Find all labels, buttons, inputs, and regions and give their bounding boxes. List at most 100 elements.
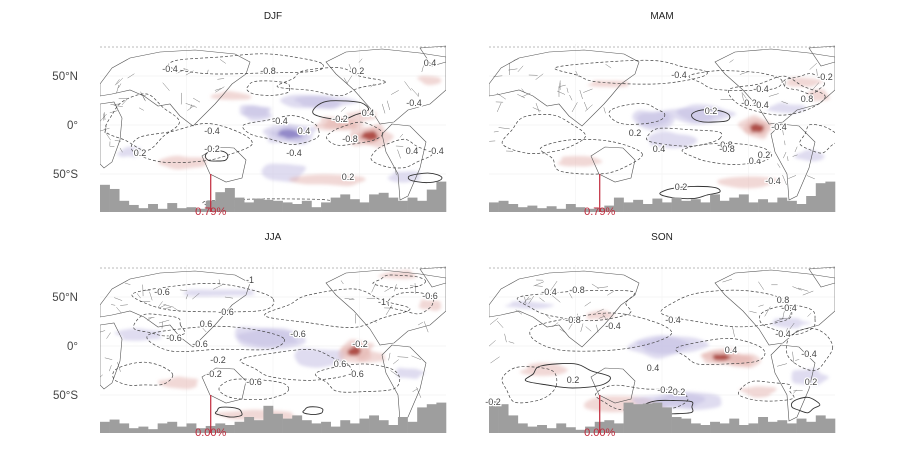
histogram-bar xyxy=(388,197,399,212)
histogram-bar xyxy=(359,418,370,433)
continent-austral xyxy=(201,367,247,404)
histogram-bar xyxy=(292,415,303,433)
histogram-bar xyxy=(157,423,168,433)
contour-label: -0.2 xyxy=(741,98,757,108)
histogram-bar xyxy=(100,184,110,212)
histogram-bar xyxy=(642,403,653,433)
histogram-bar xyxy=(224,188,235,212)
histogram-bars xyxy=(489,401,836,433)
histogram-bar xyxy=(100,421,110,433)
contour-label: 0.4 xyxy=(362,108,375,118)
histogram-bar xyxy=(671,417,682,433)
negative-contour xyxy=(326,121,384,146)
negative-anomaly-patch xyxy=(791,368,829,386)
positive-contour xyxy=(214,406,243,418)
continent-eurasia xyxy=(100,270,251,348)
negative-anomaly-patch xyxy=(237,328,299,347)
percentile-value: 0.79% xyxy=(584,206,615,218)
contour-label: -0.6 xyxy=(422,291,438,301)
positive-contour xyxy=(204,150,229,162)
panel-mam: MAM-0.4-0.4-0.20.8-0.2-0.40.20.4 -0.80.20… xyxy=(489,11,836,218)
contour-label: -0.4 xyxy=(801,349,817,359)
histogram-bar xyxy=(690,199,701,212)
contour-label: -0.8 xyxy=(565,315,581,325)
percentile-value: 0.79% xyxy=(195,206,226,218)
anomaly-shading xyxy=(557,77,830,189)
contour-label: 0.4 xyxy=(653,144,666,154)
histogram-bar xyxy=(109,419,120,433)
negative-contour xyxy=(315,363,401,393)
histogram-bar xyxy=(613,197,624,212)
positive-anomaly-patch xyxy=(360,130,378,141)
histogram-bar xyxy=(498,404,509,433)
positive-anomaly-patch xyxy=(717,176,783,189)
histogram-bar xyxy=(748,423,759,433)
negative-contour xyxy=(675,338,766,366)
contour-label: -0.8 xyxy=(260,66,276,76)
positive-anomaly-patch xyxy=(712,353,732,361)
histogram-bar xyxy=(407,421,418,433)
histogram-bar xyxy=(321,202,331,212)
histogram-bar xyxy=(215,192,226,212)
histogram-bar xyxy=(517,207,528,212)
negative-contour xyxy=(646,127,723,147)
percentile-value: 0.00% xyxy=(584,427,615,439)
histogram-bar xyxy=(263,405,274,433)
positive-anomaly-patch xyxy=(416,75,442,86)
negative-anomaly-patch xyxy=(242,106,269,117)
contour-label: -0.8 xyxy=(717,140,733,150)
negative-anomaly-patch xyxy=(117,146,141,158)
contour-label: -0.2 xyxy=(210,355,226,365)
y-axis-label: 0° xyxy=(67,120,78,132)
histogram-bar xyxy=(397,200,408,212)
contour-label: 0.4 xyxy=(647,363,660,373)
histogram-bar xyxy=(681,418,692,433)
negative-contour xyxy=(239,349,353,381)
negative-anomaly-patch xyxy=(794,149,825,162)
contour-label: 0.2 xyxy=(342,172,355,182)
contour-label: -0.4 xyxy=(605,321,621,331)
histogram-bar xyxy=(777,420,788,433)
contour-label: -0.8 xyxy=(342,134,358,144)
contour-label: -0.2 xyxy=(204,144,220,154)
negative-anomaly-patch xyxy=(277,129,302,139)
contour-label: 0.4 xyxy=(298,126,311,136)
histogram-bar xyxy=(321,421,331,433)
histogram-bar xyxy=(758,199,769,212)
histogram-bar xyxy=(604,205,615,212)
negative-contour xyxy=(246,80,290,96)
negative-contour xyxy=(168,53,324,75)
panel-son: SON-0.4 -0.8-0.4-0.80.8-0.40.4-0.4-0.40.4… xyxy=(484,232,836,439)
positive-anomaly-patch xyxy=(786,77,823,87)
histogram-bar xyxy=(527,426,538,433)
histogram-bar xyxy=(138,208,149,212)
histogram-bar xyxy=(517,423,528,433)
histogram-bar xyxy=(301,200,312,212)
contour-label: -0.6 xyxy=(348,369,364,379)
histogram-bar xyxy=(273,200,283,212)
histogram-bar xyxy=(234,197,245,212)
negative-contour xyxy=(529,312,673,352)
negative-contour xyxy=(372,274,426,289)
negative-contour xyxy=(681,143,773,165)
y-axis-label: 50°S xyxy=(53,390,78,402)
map-area xyxy=(100,265,446,433)
positive-anomaly-patch xyxy=(356,350,386,363)
negative-contour xyxy=(264,288,411,328)
positive-anomaly-patch xyxy=(158,155,207,170)
positive-anomaly-patch xyxy=(586,310,615,320)
negative-contour xyxy=(133,313,186,337)
negative-contour xyxy=(218,378,290,400)
contour-labels: -0.4 -0.8 0.2 -0.4 0.4 -0.4 -0.2 0.4 -0.8 -0.4 -0.… xyxy=(133,57,445,183)
contour-labels: -0.4 -0.8-0.4-0.80.8-0.40.4-0.4-0.40.40.2… xyxy=(484,284,818,408)
histogram-bar xyxy=(436,402,447,433)
country-borders xyxy=(100,279,429,398)
negative-contour xyxy=(370,138,433,169)
contour-label: -0.6 xyxy=(218,307,234,317)
histogram-bar xyxy=(700,202,711,212)
histogram-bar xyxy=(369,415,380,433)
map-area xyxy=(489,44,835,212)
histogram-bar xyxy=(417,407,428,433)
histogram-bar xyxy=(546,206,557,212)
positive-anomaly-patch xyxy=(418,299,442,312)
